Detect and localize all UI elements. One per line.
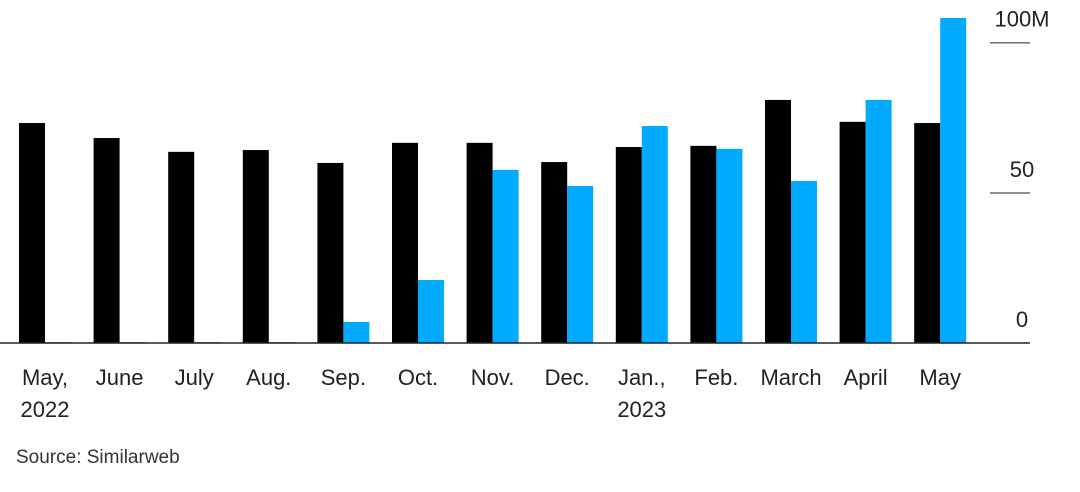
bar <box>567 186 594 343</box>
bar <box>791 180 817 343</box>
bar <box>615 147 642 343</box>
bar <box>541 162 568 343</box>
y-tick-label: 100M <box>994 7 1049 32</box>
bar <box>839 121 866 344</box>
x-tick-label: June <box>95 365 144 390</box>
bar <box>242 150 269 343</box>
x-tick-label: Feb. <box>694 365 739 390</box>
bar <box>914 123 941 343</box>
chart: 0 50 100M <box>0 7 1050 344</box>
x-tick-label: May <box>919 365 961 390</box>
y-tick-label: 50 <box>1010 157 1034 182</box>
x-tick-label: Aug. <box>246 365 292 390</box>
bar <box>865 99 892 344</box>
x-tick-label: Dec. <box>544 365 590 390</box>
source-note: Source: Similarweb <box>16 447 180 468</box>
bar <box>19 123 45 343</box>
x-tick-label: April <box>843 365 888 390</box>
bar <box>466 142 493 343</box>
x-tick-label: July <box>174 365 214 390</box>
bar <box>392 142 418 343</box>
bar <box>168 151 195 343</box>
bar <box>690 145 717 343</box>
bar <box>765 99 791 344</box>
x-tick-label: Sep. <box>320 365 367 390</box>
bar <box>940 18 967 343</box>
bar <box>343 321 370 343</box>
y-tick-label: 0 <box>1016 307 1028 332</box>
x-tick-label: May, 2022 <box>20 365 70 422</box>
bar <box>716 148 743 343</box>
x-tick-label: Nov. <box>470 365 515 390</box>
x-tick-label: Jan., 2023 <box>617 365 667 422</box>
bar <box>641 126 668 344</box>
bar <box>492 169 519 343</box>
bar <box>418 279 444 343</box>
x-tick-label: March <box>760 365 822 390</box>
bar <box>317 162 344 343</box>
bar <box>93 138 120 343</box>
x-tick-label: Oct. <box>397 365 439 390</box>
